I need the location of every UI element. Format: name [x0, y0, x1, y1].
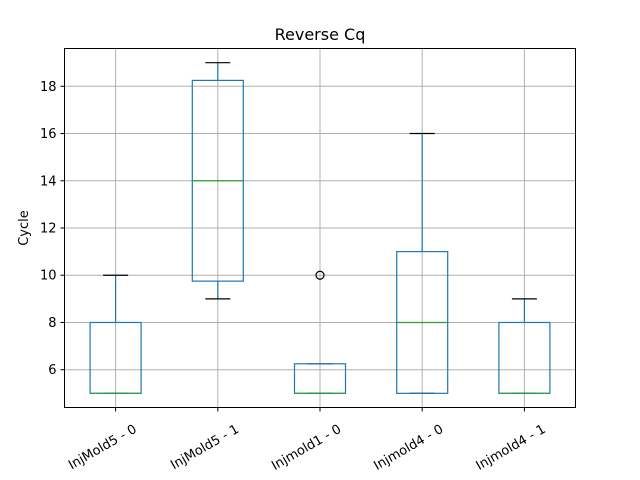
y-tick-label: 6 — [48, 363, 56, 378]
axis-ticks: 6 8 10 12 14 16 18 InjMold5 - 0 InjMold5 - 1 Injm… — [40, 80, 548, 474]
y-tick-label: 18 — [40, 80, 57, 95]
chart-title: Reverse Cq — [275, 25, 366, 44]
box-group — [498, 298, 551, 394]
box-group — [293, 270, 347, 394]
y-tick-label: 8 — [48, 316, 56, 331]
box-group — [191, 62, 244, 300]
outlier-point — [315, 270, 325, 280]
x-tick-label: InjMold5 - 0 — [66, 422, 140, 473]
box-series — [89, 62, 551, 394]
y-tick-label: 12 — [40, 222, 57, 237]
box-group — [396, 132, 449, 394]
x-tick-label: Injmold4 - 0 — [371, 422, 446, 474]
x-tick-label: Injmold4 - 1 — [474, 422, 549, 474]
x-tick-label: InjMold5 - 1 — [168, 422, 242, 473]
grid-lines — [64, 48, 576, 408]
y-tick-label: 14 — [40, 174, 57, 189]
box-group — [89, 274, 142, 394]
y-tick-label: 16 — [40, 127, 57, 142]
y-tick-label: 10 — [40, 269, 57, 284]
y-axis-label: Cycle — [17, 210, 32, 246]
x-tick-label: Injmold1 - 0 — [269, 422, 344, 474]
